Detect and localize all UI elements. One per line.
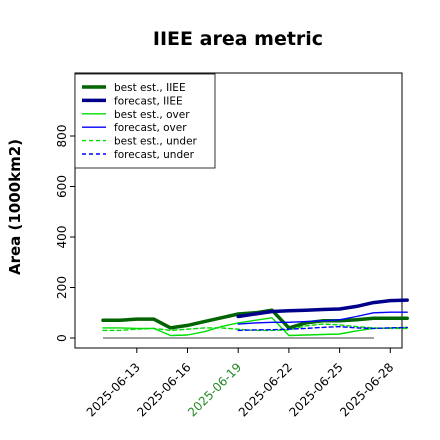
legend-label: forecast, IIEE bbox=[114, 95, 183, 107]
legend-label: forecast, over bbox=[114, 122, 187, 134]
legend-label: best est., under bbox=[114, 136, 198, 148]
y-axis-label: Area (1000km2) bbox=[6, 139, 24, 275]
legend-label: best est., IIEE bbox=[114, 82, 186, 94]
y-tick-label: 400 bbox=[55, 226, 69, 249]
y-tick-label: 600 bbox=[55, 175, 69, 198]
series-line-forecast-iiee bbox=[236, 298, 409, 319]
legend-label: best est., over bbox=[114, 109, 190, 121]
legend-box bbox=[74, 73, 216, 169]
series-line-forecast-over bbox=[237, 311, 408, 325]
y-tick-label: 200 bbox=[55, 276, 69, 299]
series-lines bbox=[101, 298, 409, 337]
chart-title: IIEE area metric bbox=[153, 28, 323, 50]
series-line-best-est-under bbox=[102, 323, 408, 332]
y-tick-label: 800 bbox=[55, 125, 69, 148]
legend-label: forecast, under bbox=[114, 149, 195, 161]
y-tick-label: 0 bbox=[55, 334, 69, 342]
series-line-forecast-under bbox=[237, 325, 408, 332]
x-tick-label: 2025-06-28 bbox=[337, 360, 396, 419]
